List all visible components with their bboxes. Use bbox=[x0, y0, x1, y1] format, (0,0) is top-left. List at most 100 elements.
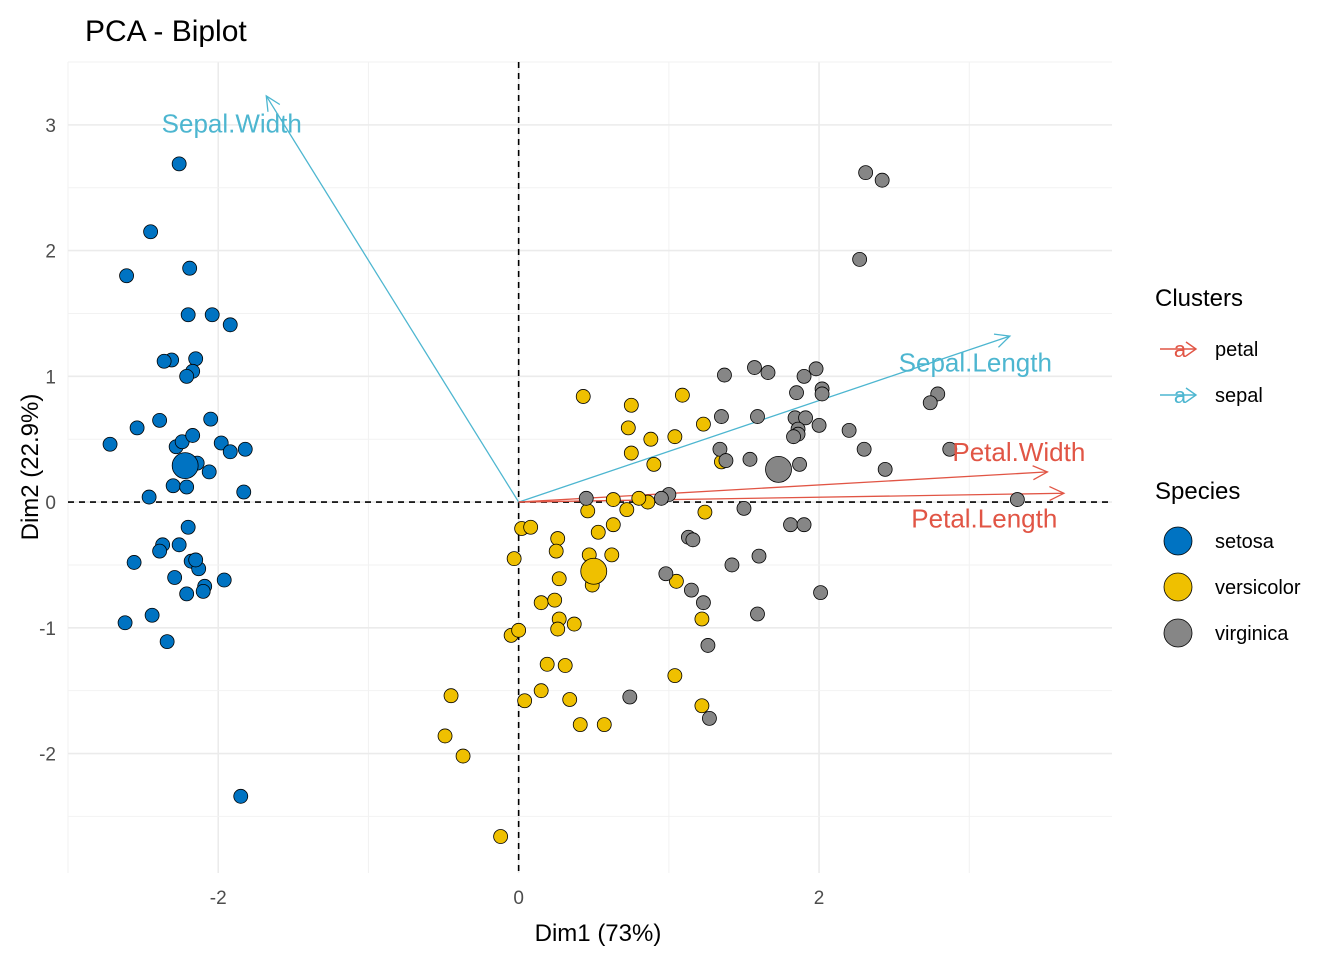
point-virginica bbox=[751, 548, 767, 564]
point-versicolor bbox=[550, 531, 566, 546]
point-setosa bbox=[152, 412, 168, 428]
point-versicolor bbox=[646, 456, 662, 472]
point-versicolor bbox=[667, 668, 683, 683]
point-versicolor bbox=[605, 517, 621, 533]
point-versicolor bbox=[533, 683, 549, 699]
point-versicolor bbox=[517, 693, 533, 709]
arrow-head bbox=[993, 333, 1012, 348]
legend-swatch bbox=[1163, 618, 1193, 648]
legend-swatch bbox=[1163, 526, 1193, 556]
data-points bbox=[102, 156, 1025, 844]
point-setosa bbox=[143, 224, 159, 240]
point-setosa bbox=[216, 572, 232, 588]
point-setosa bbox=[188, 552, 204, 568]
point-versicolor bbox=[523, 519, 539, 535]
point-setosa bbox=[222, 317, 238, 333]
point-setosa bbox=[179, 368, 195, 384]
point-virginica bbox=[841, 423, 857, 438]
arrow-head bbox=[1049, 485, 1066, 502]
point-versicolor bbox=[643, 431, 659, 447]
point-versicolor bbox=[674, 387, 690, 403]
point-virginica bbox=[700, 638, 716, 653]
point-virginica bbox=[942, 441, 958, 457]
point-setosa bbox=[203, 411, 219, 427]
point-setosa bbox=[117, 615, 133, 631]
point-versicolor bbox=[455, 748, 471, 764]
point-virginica bbox=[702, 710, 717, 726]
point-virginica bbox=[813, 585, 828, 601]
chart-title: PCA - Biplot bbox=[85, 15, 247, 48]
variable-arrows bbox=[265, 94, 1066, 503]
point-setosa bbox=[129, 420, 145, 436]
point-virginica bbox=[714, 409, 729, 424]
point-versicolor bbox=[551, 571, 567, 587]
arrow-label-petal-length: Petal.Length bbox=[911, 503, 1057, 533]
point-versicolor bbox=[604, 547, 620, 563]
centroid-versicolor bbox=[580, 557, 608, 585]
point-setosa bbox=[182, 260, 198, 276]
centroid-virginica bbox=[765, 455, 792, 483]
point-virginica bbox=[658, 566, 674, 582]
point-setosa bbox=[213, 435, 229, 451]
point-versicolor bbox=[623, 397, 639, 413]
point-setosa bbox=[119, 268, 134, 284]
point-versicolor bbox=[668, 573, 684, 589]
point-virginica bbox=[856, 441, 872, 457]
point-versicolor bbox=[623, 445, 639, 461]
point-setosa bbox=[159, 634, 175, 650]
point-virginica bbox=[696, 595, 711, 611]
point-setosa bbox=[201, 464, 217, 480]
point-versicolor bbox=[539, 656, 555, 672]
point-virginica bbox=[877, 461, 893, 477]
legend-glyph: a bbox=[1174, 383, 1187, 408]
point-virginica bbox=[874, 172, 890, 188]
point-virginica bbox=[1009, 492, 1025, 507]
point-versicolor bbox=[443, 688, 459, 704]
point-versicolor bbox=[631, 490, 647, 506]
point-setosa bbox=[179, 479, 195, 495]
point-virginica bbox=[718, 453, 734, 468]
arrow-head bbox=[265, 94, 281, 112]
legend-label: setosa bbox=[1215, 531, 1275, 553]
point-virginica bbox=[717, 367, 732, 383]
point-setosa bbox=[156, 353, 172, 369]
point-versicolor bbox=[547, 592, 563, 608]
point-virginica bbox=[789, 385, 804, 401]
y-tick-label: 2 bbox=[45, 242, 56, 263]
point-setosa bbox=[171, 537, 187, 553]
grid bbox=[67, 61, 1112, 873]
point-virginica bbox=[760, 365, 776, 380]
point-setosa bbox=[195, 583, 211, 599]
point-versicolor bbox=[605, 492, 621, 507]
point-virginica bbox=[786, 429, 801, 445]
point-virginica bbox=[685, 532, 701, 548]
point-virginica bbox=[792, 456, 807, 472]
point-versicolor bbox=[511, 622, 527, 638]
point-versicolor bbox=[533, 595, 549, 611]
arrow-sepal-width bbox=[265, 95, 520, 503]
legend-item-versicolor: versicolor bbox=[1163, 572, 1301, 602]
y-tick-label: -1 bbox=[39, 619, 56, 640]
point-virginica bbox=[922, 395, 938, 411]
point-setosa bbox=[188, 351, 204, 367]
legend-label: sepal bbox=[1215, 385, 1263, 407]
x-axis-label: Dim1 (73%) bbox=[535, 920, 662, 947]
point-versicolor bbox=[619, 502, 635, 518]
legend-label: virginica bbox=[1215, 623, 1289, 645]
legend-item-setosa: setosa bbox=[1163, 526, 1275, 556]
point-setosa bbox=[165, 478, 181, 494]
point-virginica bbox=[796, 368, 812, 384]
point-versicolor bbox=[566, 616, 582, 632]
point-versicolor bbox=[697, 504, 713, 520]
legend: Clusters a petal a sepal Species setosa vers… bbox=[1155, 285, 1301, 648]
point-versicolor bbox=[694, 698, 710, 714]
point-virginica bbox=[750, 606, 765, 622]
point-setosa bbox=[222, 444, 238, 460]
point-virginica bbox=[578, 490, 594, 506]
legend-item-sepal: a sepal bbox=[1160, 383, 1263, 408]
point-virginica bbox=[653, 490, 669, 506]
point-versicolor bbox=[506, 551, 522, 567]
point-setosa bbox=[179, 586, 195, 602]
point-virginica bbox=[742, 451, 758, 467]
